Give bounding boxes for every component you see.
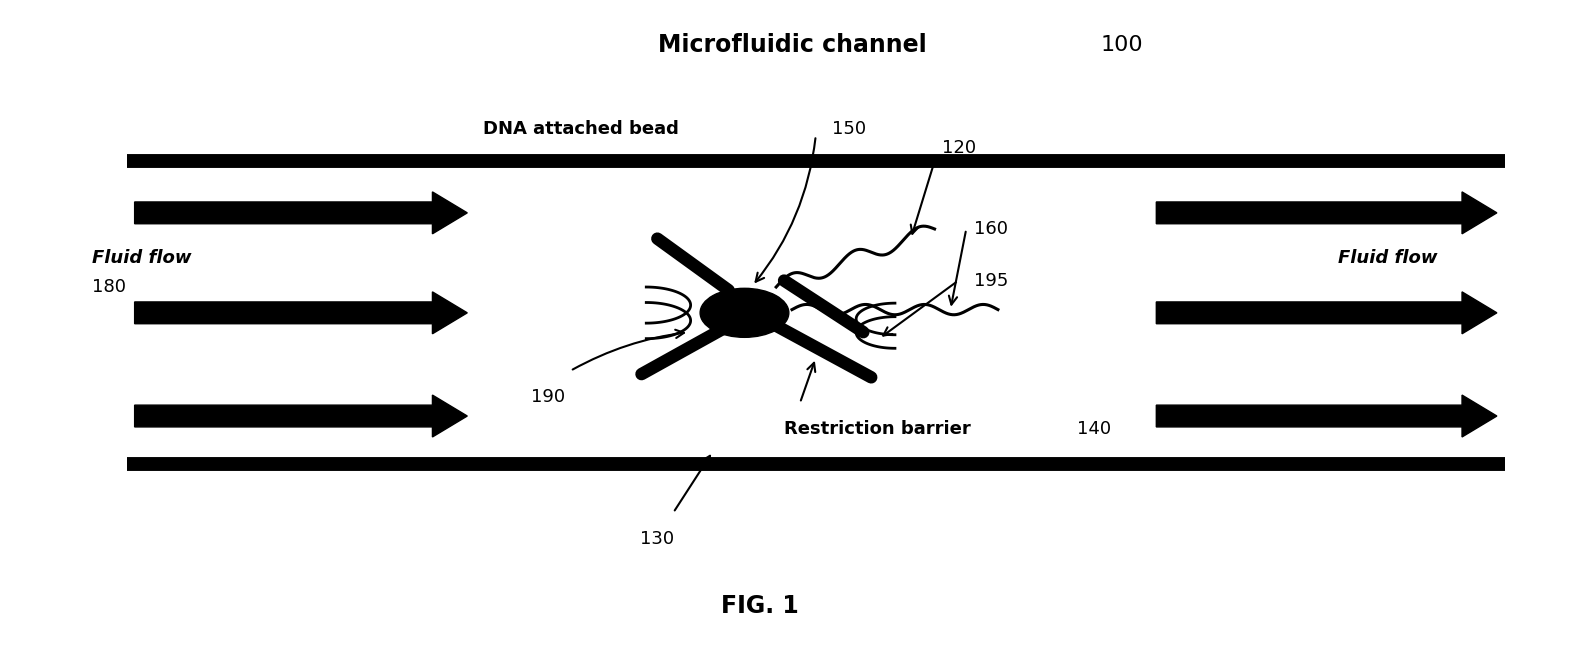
- Text: 180: 180: [92, 278, 125, 296]
- Ellipse shape: [700, 288, 789, 337]
- FancyArrow shape: [135, 292, 467, 334]
- Text: Microfluidic channel: Microfluidic channel: [657, 33, 927, 57]
- Text: 150: 150: [832, 120, 866, 138]
- FancyArrow shape: [1156, 292, 1497, 334]
- Text: DNA attached bead: DNA attached bead: [483, 120, 680, 138]
- FancyArrow shape: [135, 395, 467, 437]
- FancyArrow shape: [1156, 192, 1497, 233]
- Text: 100: 100: [1101, 35, 1144, 55]
- Text: Fluid flow: Fluid flow: [92, 249, 192, 267]
- Text: 130: 130: [640, 530, 675, 548]
- Text: Fluid flow: Fluid flow: [1338, 249, 1438, 267]
- Text: FIG. 1: FIG. 1: [721, 594, 800, 619]
- Text: Restriction barrier: Restriction barrier: [784, 420, 971, 438]
- Text: 160: 160: [974, 220, 1007, 238]
- Text: 120: 120: [942, 139, 977, 157]
- Text: 195: 195: [974, 272, 1009, 290]
- FancyArrow shape: [1156, 395, 1497, 437]
- Text: 190: 190: [531, 388, 565, 406]
- Text: 140: 140: [1077, 420, 1112, 438]
- FancyArrow shape: [135, 192, 467, 233]
